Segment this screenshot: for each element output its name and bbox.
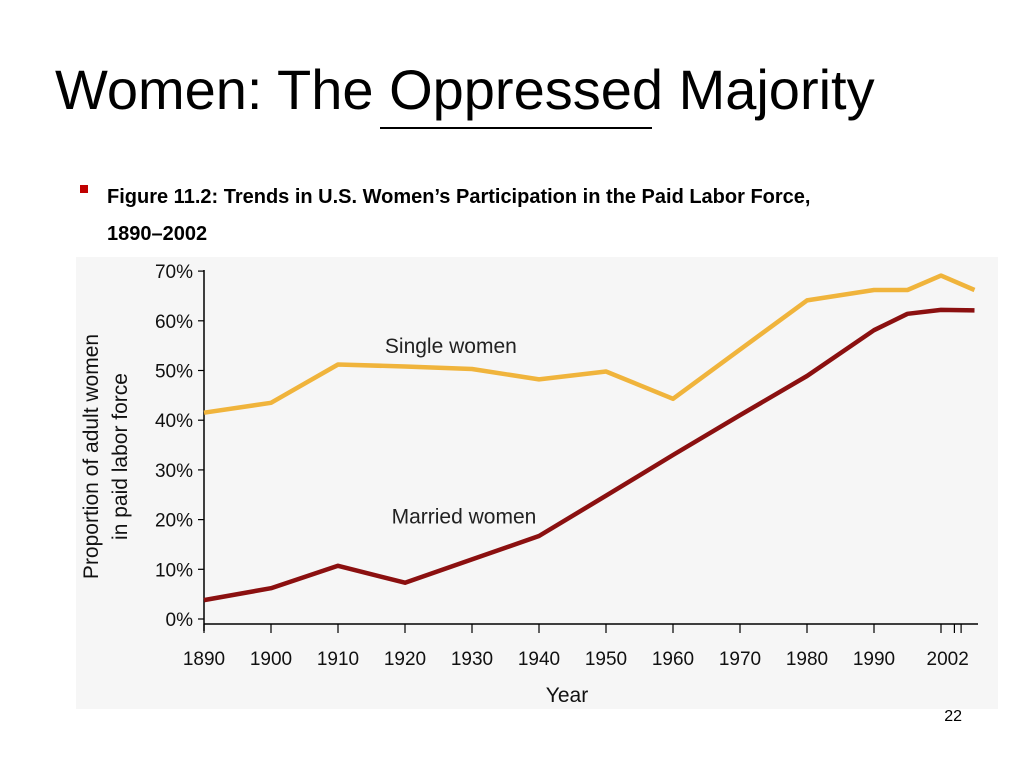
slide-title: Women: The Oppressed Majority [55, 58, 875, 121]
x-axis-title: Year [546, 684, 588, 707]
y-tick-label: 40% [155, 411, 193, 432]
y-tick-label: 0% [166, 610, 194, 631]
series-line-single-women [203, 273, 976, 415]
x-tick-label: 1940 [518, 649, 560, 670]
x-tick-label: 1970 [719, 649, 761, 670]
figure-caption: Figure 11.2: Trends in U.S. Women’s Part… [107, 186, 811, 245]
x-tick-label: 1980 [786, 649, 828, 670]
x-tick-label: 2002 [927, 649, 969, 670]
title-underline [380, 127, 652, 129]
x-tick-label: 1960 [652, 649, 694, 670]
bullet-marker [80, 185, 88, 193]
figure-panel: 0% 10% 20% 30% 40% 50% 60% 70% 1890 1900 1910 1920 1… [76, 257, 998, 709]
series-label: Married women [392, 506, 537, 529]
x-tick-label: 1930 [451, 649, 493, 670]
page-number: 22 [944, 708, 962, 725]
x-tick-label: 1990 [853, 649, 895, 670]
series-line-married-women [203, 307, 975, 603]
y-axis-title-line-2: in paid labor force [109, 373, 132, 540]
x-tick-label: 1890 [183, 649, 225, 670]
x-tick-label: 1910 [317, 649, 359, 670]
y-tick-label: 60% [155, 312, 193, 333]
y-tick-label: 20% [155, 511, 193, 532]
x-tick-label: 1950 [585, 649, 627, 670]
y-tick-label: 50% [155, 362, 193, 383]
x-tick-label: 1900 [250, 649, 292, 670]
y-tick-label: 70% [155, 262, 193, 283]
x-tick-label: 1920 [384, 649, 426, 670]
series-label: Single women [385, 335, 517, 358]
labor-force-chart: 0% 10% 20% 30% 40% 50% 60% 70% 1890 1900 1910 1920 1… [80, 262, 978, 707]
y-tick-label: 30% [155, 461, 193, 482]
y-tick-label: 10% [155, 560, 193, 581]
y-axis-title-line-1: Proportion of adult women [80, 334, 103, 579]
